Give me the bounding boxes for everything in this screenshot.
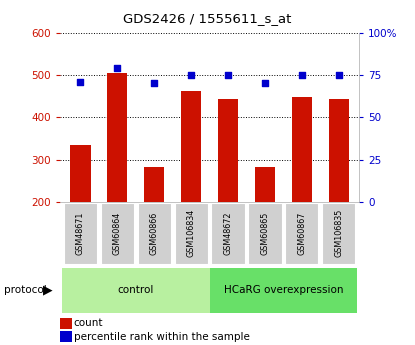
Point — [114, 66, 121, 71]
Point — [188, 72, 195, 78]
Text: GSM60864: GSM60864 — [113, 211, 122, 255]
Bar — [255, 167, 275, 202]
Bar — [138, 203, 171, 264]
Text: GSM60866: GSM60866 — [150, 211, 159, 255]
Text: GDS2426 / 1555611_s_at: GDS2426 / 1555611_s_at — [123, 12, 292, 25]
Point — [335, 72, 342, 78]
Text: protocol: protocol — [4, 285, 47, 295]
Bar — [329, 99, 349, 202]
Bar — [248, 203, 281, 264]
Bar — [211, 203, 244, 264]
Bar — [210, 268, 357, 313]
Point — [298, 72, 305, 78]
Bar — [60, 318, 72, 329]
Bar — [285, 203, 318, 264]
Bar — [101, 203, 134, 264]
Bar — [62, 268, 210, 313]
Bar — [70, 145, 90, 202]
Point — [77, 79, 84, 85]
Bar — [144, 167, 164, 202]
Point — [225, 72, 231, 78]
Point — [151, 81, 158, 86]
Text: ▶: ▶ — [43, 283, 53, 296]
Bar — [64, 203, 97, 264]
Text: control: control — [117, 285, 154, 295]
Bar — [292, 97, 312, 202]
Text: count: count — [74, 318, 103, 328]
Text: GSM48672: GSM48672 — [224, 211, 232, 255]
Bar — [107, 73, 127, 202]
Bar — [218, 99, 238, 202]
Bar — [60, 331, 72, 342]
Bar — [322, 203, 355, 264]
Bar — [175, 203, 208, 264]
Point — [261, 81, 268, 86]
Text: GSM60865: GSM60865 — [260, 211, 269, 255]
Text: GSM106835: GSM106835 — [334, 209, 343, 257]
Bar — [181, 91, 201, 202]
Text: GSM106834: GSM106834 — [187, 209, 195, 257]
Text: GSM48671: GSM48671 — [76, 211, 85, 255]
Text: percentile rank within the sample: percentile rank within the sample — [74, 332, 250, 342]
Text: HCaRG overexpression: HCaRG overexpression — [224, 285, 343, 295]
Text: GSM60867: GSM60867 — [297, 211, 306, 255]
